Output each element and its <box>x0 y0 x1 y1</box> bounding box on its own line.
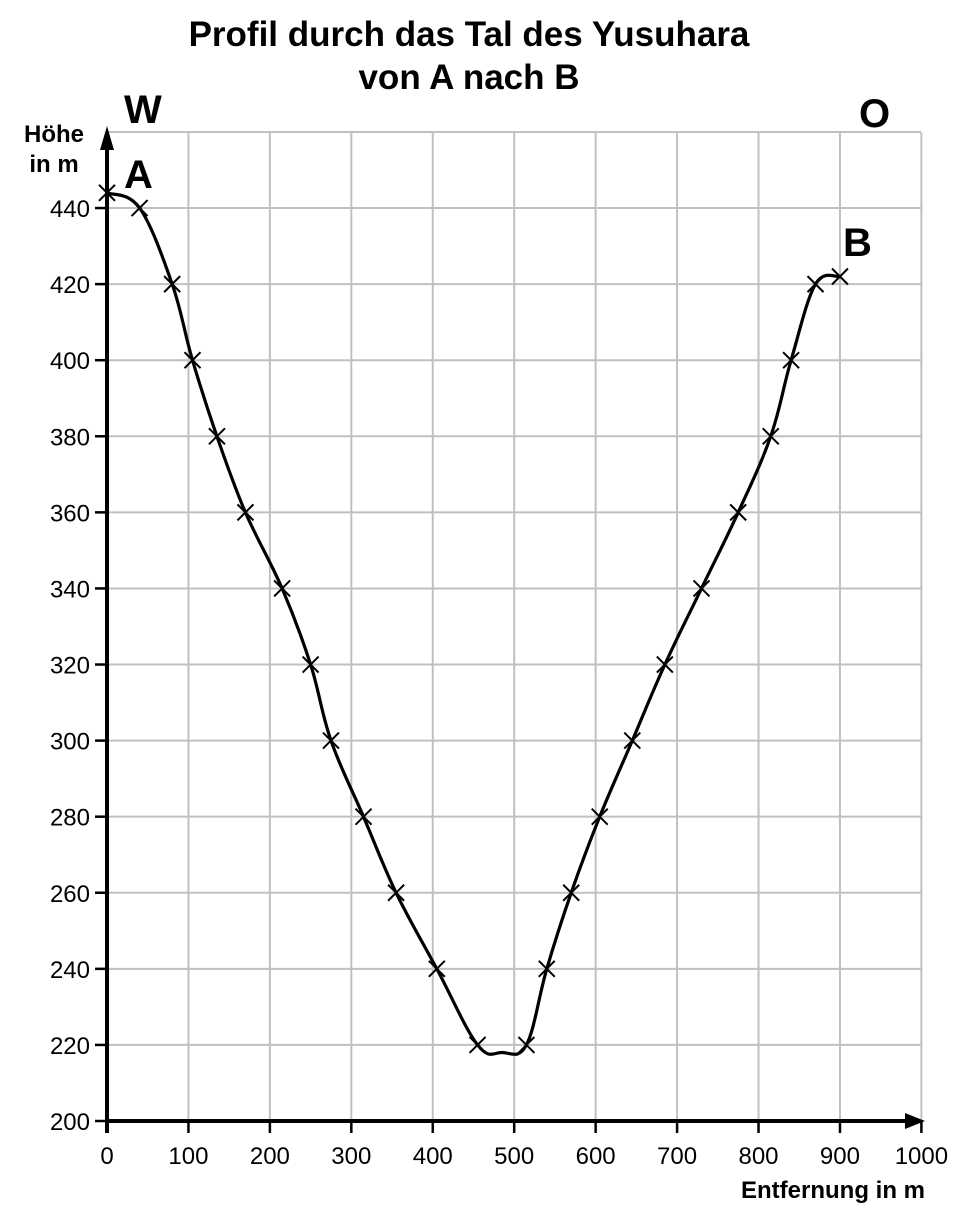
data-point-marker-icon <box>591 807 609 826</box>
profile-line <box>105 191 842 1056</box>
x-tick-label: 1000 <box>895 1143 948 1170</box>
x-axis-label: Entfernung in m <box>741 1177 925 1204</box>
data-point-marker-icon <box>562 884 580 902</box>
x-tick-label: 100 <box>168 1143 208 1170</box>
y-tick-label: 400 <box>50 348 90 375</box>
direction-east-label: O <box>859 92 891 136</box>
y-tick-label: 200 <box>50 1109 90 1136</box>
data-markers <box>98 184 849 1054</box>
grid-lines <box>107 130 923 1121</box>
data-point-marker-icon <box>762 427 780 445</box>
data-point-marker-icon <box>354 807 373 826</box>
y-axis-label-line2: in m <box>29 151 79 178</box>
x-tick-label: 0 <box>100 1143 113 1170</box>
y-tick-label: 260 <box>50 881 90 908</box>
chart-title-line1: Profil durch das Tal des Yusuhara <box>188 15 750 54</box>
data-point-marker-icon <box>428 960 446 978</box>
y-tick-label: 240 <box>50 957 90 984</box>
x-tick-label: 800 <box>738 1143 778 1170</box>
data-point-marker-icon <box>517 1036 536 1054</box>
data-point-marker-icon <box>623 731 641 750</box>
data-point-marker-icon <box>98 184 116 202</box>
data-point-marker-icon <box>831 267 849 286</box>
y-axis-label-line1: Höhe <box>24 121 84 148</box>
data-point-marker-icon <box>538 960 556 978</box>
direction-west-label: W <box>124 88 162 132</box>
point-b-label: B <box>843 221 872 265</box>
data-point-marker-icon <box>273 579 291 598</box>
axis-ticks: 200 220 240 260 280 300 320 340 360 380 400 420 440 0… <box>50 196 948 1170</box>
y-axis-arrow-icon <box>100 126 114 150</box>
x-tick-label: 500 <box>494 1143 534 1170</box>
y-tick-label: 360 <box>50 500 90 527</box>
chart-title-line2: von A nach B <box>358 58 580 97</box>
axes <box>100 126 925 1133</box>
data-point-marker-icon <box>692 579 711 598</box>
data-point-marker-icon <box>322 731 340 750</box>
y-tick-label: 340 <box>50 576 90 603</box>
data-point-marker-icon <box>130 199 149 217</box>
data-point-marker-icon <box>208 427 226 445</box>
x-tick-label: 300 <box>331 1143 371 1170</box>
x-tick-label: 200 <box>250 1143 290 1170</box>
y-tick-label: 300 <box>50 729 90 756</box>
y-tick-label: 440 <box>50 196 90 223</box>
x-tick-label: 600 <box>576 1143 616 1170</box>
x-axis-arrow-icon <box>905 1113 925 1129</box>
data-point-marker-icon <box>806 275 825 293</box>
point-a-label: A <box>124 153 153 197</box>
data-point-marker-icon <box>301 655 320 674</box>
data-point-marker-icon <box>656 655 674 674</box>
y-axis-label: Höhe in m <box>18 120 90 180</box>
data-point-marker-icon <box>729 503 747 522</box>
y-tick-label: 420 <box>50 272 90 299</box>
x-tick-label: 700 <box>657 1143 697 1170</box>
x-tick-label: 400 <box>413 1143 453 1170</box>
data-point-marker-icon <box>468 1036 487 1054</box>
y-tick-label: 220 <box>50 1033 90 1060</box>
data-point-marker-icon <box>236 503 255 522</box>
y-tick-label: 280 <box>50 805 90 832</box>
data-point-marker-icon <box>163 275 181 293</box>
data-point-marker-icon <box>183 351 202 369</box>
data-point-marker-icon <box>387 884 405 902</box>
x-tick-label: 900 <box>820 1143 860 1170</box>
data-point-marker-icon <box>782 351 800 369</box>
y-tick-label: 320 <box>50 653 90 680</box>
y-tick-label: 380 <box>50 424 90 451</box>
